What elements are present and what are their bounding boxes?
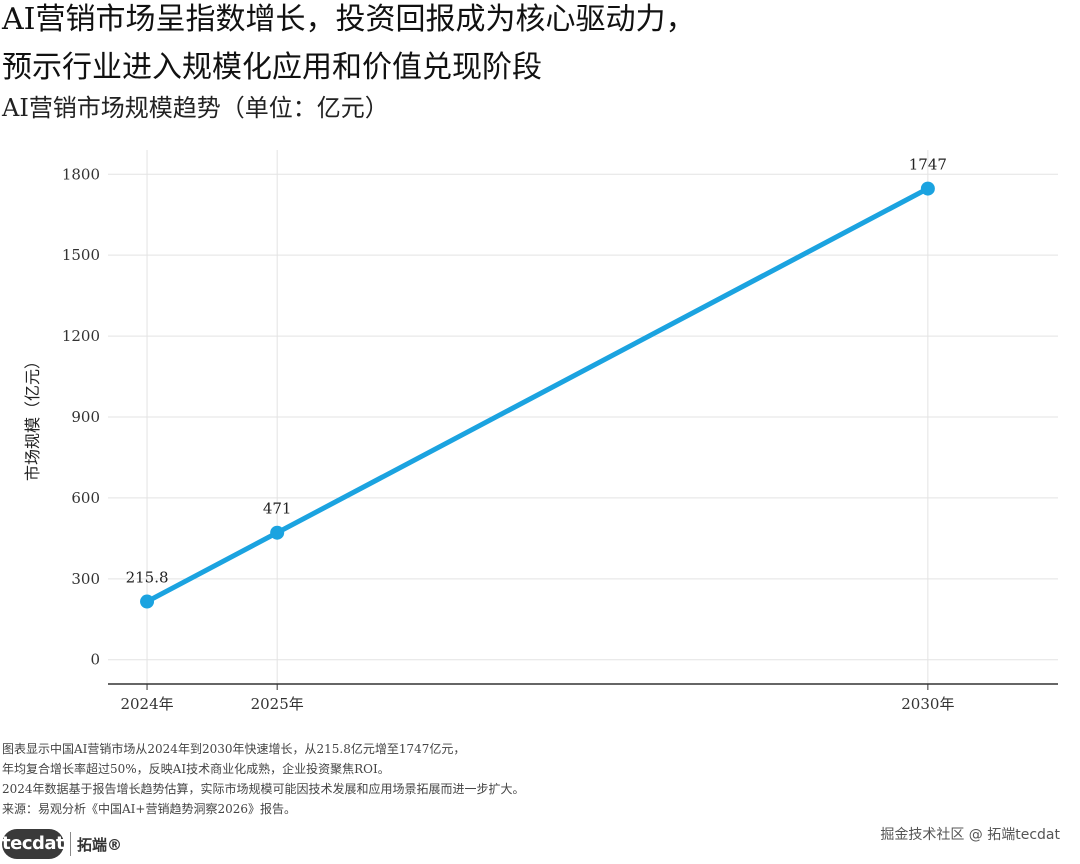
data-point [270, 525, 285, 540]
y-tick-label: 600 [71, 489, 100, 507]
note-line: 图表显示中国AI营销市场从2024年到2030年快速增长，从215.8亿元增至1… [2, 742, 466, 756]
y-tick-label: 1200 [62, 327, 100, 345]
note-line: 年均复合增长率超过50%，反映AI技术商业化成熟，企业投资聚焦ROI。 [2, 762, 390, 776]
y-tick-label: 300 [71, 570, 100, 588]
data-point [140, 594, 155, 609]
y-tick-label: 900 [71, 408, 100, 426]
series-line [144, 186, 931, 605]
x-tick-label: 2025年 [251, 695, 304, 713]
logo-text: 拓端® [77, 835, 123, 854]
logo-mark: tecdat [2, 829, 65, 859]
data-label: 471 [263, 500, 292, 518]
y-axis-label: 市场规模（亿元） [23, 353, 42, 481]
logo-divider [70, 832, 71, 856]
source-note: 来源：易观分析《中国AI+营销趋势洞察2026》报告。 [2, 802, 297, 816]
x-tick-label: 2024年 [120, 695, 173, 713]
watermark: 掘金技术社区 @ 拓端tecdat [880, 827, 1060, 843]
line-chart: 0 300 600 900 1200 1500 1800 2024年 2025年 2030年 市场规… [23, 150, 1058, 713]
chart-title-line-1: AI营销市场呈指数增长，投资回报成为核心驱动力， [2, 2, 696, 37]
y-tick-label: 0 [90, 651, 100, 669]
chart-subtitle: AI营销市场规模趋势（单位：亿元） [2, 94, 389, 122]
chart-notes: 图表显示中国AI营销市场从2024年到2030年快速增长，从215.8亿元增至1… [2, 739, 525, 819]
data-label: 1747 [909, 156, 947, 174]
y-tick-label: 1500 [62, 246, 100, 264]
chart-title-line-2: 预示行业进入规模化应用和价值兑现阶段 [2, 50, 542, 85]
y-tick-label: 1800 [62, 165, 100, 183]
brand-logo: tecdat 拓端® [2, 826, 122, 862]
x-tick-label: 2030年 [901, 695, 954, 713]
data-label: 215.8 [126, 569, 169, 587]
data-point [920, 181, 935, 196]
note-line: 2024年数据基于报告增长趋势估算，实际市场规模可能因技术发展和应用场景拓展而进… [2, 782, 525, 796]
